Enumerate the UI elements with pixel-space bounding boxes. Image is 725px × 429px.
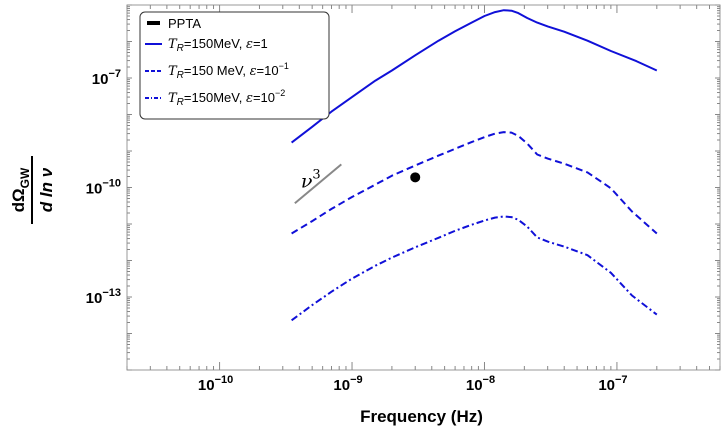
slope-label: ν3	[301, 167, 321, 192]
series-line-2	[291, 131, 658, 235]
x-tick-label: 10−7	[598, 374, 627, 394]
legend-label-1: TR=150MeV, ε=1	[168, 36, 268, 54]
legend-eps-value: =10	[253, 90, 275, 105]
x-tick-exponent: −7	[615, 374, 628, 386]
legend-label-ppta: PPTA	[168, 16, 201, 31]
x-tick-mantissa: 10	[198, 377, 215, 394]
y-tick-label: 10−10	[86, 178, 121, 198]
series-layer	[290, 9, 658, 322]
y-tick-exponent: −13	[102, 287, 121, 299]
slope-label-exponent: 3	[312, 167, 320, 182]
legend-label-2: TR=150 MeV, ε=10−1	[168, 61, 289, 81]
legend-t: T	[168, 64, 178, 79]
slope-label-nu: ν	[301, 170, 313, 192]
y-tick-mantissa: 10	[86, 290, 103, 307]
y-tick-mantissa: 10	[92, 71, 109, 88]
legend-eps-exponent: −2	[275, 88, 285, 98]
y-tick-label: 10−13	[86, 287, 121, 307]
y-tick-exponent: −10	[102, 178, 121, 190]
y-axis-denominator: d ln ν	[37, 167, 56, 212]
legend-eps: ε	[246, 37, 253, 52]
x-tick-mantissa: 10	[598, 377, 615, 394]
slope-guide-line	[294, 163, 342, 205]
x-tick-label: 10−9	[333, 374, 362, 394]
y-tick-mantissa: 10	[86, 181, 103, 198]
axis-ticks: 10−10 10−9 10−8 10−710−1310−1010−7Frequency…	[9, 4, 721, 426]
legend-label-3: TR=150MeV, ε=10−2	[168, 88, 285, 108]
x-tick-label: 10−10	[198, 374, 233, 394]
x-tick-exponent: −8	[483, 374, 496, 386]
x-tick-label: 10−8	[466, 374, 495, 394]
y-axis-num-text: dΩ	[9, 188, 28, 212]
y-axis-num-sub: GW	[18, 167, 32, 188]
legend-t-sub: R	[177, 97, 184, 108]
legend-mid: =150 MeV,	[184, 63, 250, 78]
legend-t-sub: R	[177, 43, 184, 54]
legend-box	[139, 11, 330, 120]
legend-t: T	[168, 37, 178, 52]
x-tick-mantissa: 10	[333, 377, 350, 394]
legend-mid: =150MeV,	[184, 90, 246, 105]
series-line-1	[290, 9, 658, 144]
legend-t-sub: R	[177, 70, 184, 81]
legend-eps-value: =1	[253, 36, 268, 51]
legend-eps-exponent: −1	[279, 61, 289, 71]
y-axis-numerator: dΩGW	[9, 167, 32, 212]
series-line-3	[291, 215, 658, 322]
y-tick-label: 10−7	[92, 68, 121, 88]
legend-mid: =150MeV,	[184, 36, 246, 51]
x-axis-title: Frequency (Hz)	[360, 407, 483, 426]
legend-t: T	[168, 91, 178, 106]
legend-eps: ε	[250, 64, 257, 79]
legend-eps: ε	[246, 91, 253, 106]
x-tick-mantissa: 10	[466, 377, 483, 394]
y-tick-exponent: −7	[108, 68, 121, 80]
x-tick-exponent: −10	[215, 374, 234, 386]
legend-eps-value: =10	[257, 63, 279, 78]
y-axis-title: dΩGW d ln ν	[9, 156, 56, 224]
x-tick-exponent: −9	[350, 374, 363, 386]
annotation-layer: ν3	[294, 163, 342, 205]
ppta-point	[410, 172, 421, 183]
